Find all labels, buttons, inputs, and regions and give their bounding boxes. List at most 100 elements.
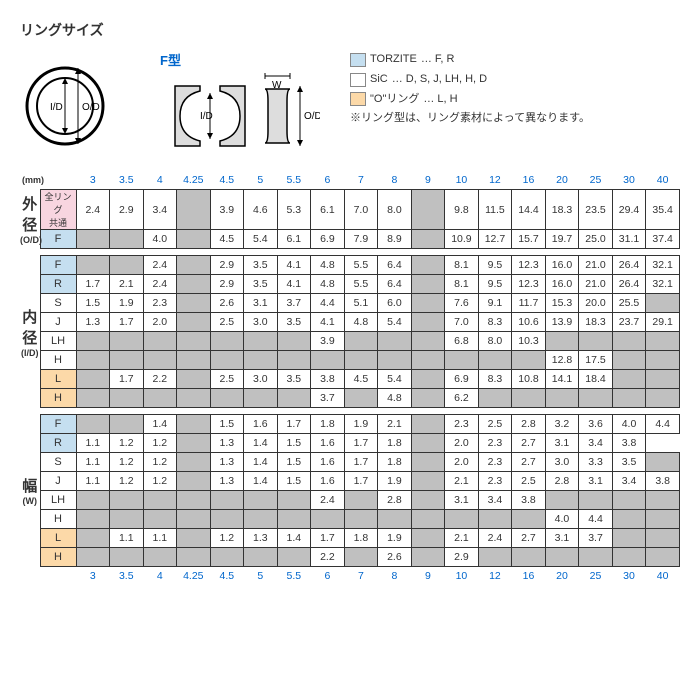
cell [411, 313, 445, 332]
cell: 4.1 [277, 256, 311, 275]
cell: 2.5 [478, 415, 512, 434]
cell [646, 453, 680, 472]
cell: 26.4 [612, 275, 646, 294]
cell: 11.7 [512, 294, 546, 313]
cell: 1.7 [344, 453, 378, 472]
cell: 2.2 [143, 370, 177, 389]
cell: 6.9 [311, 230, 345, 249]
cell [210, 548, 244, 567]
cell: 3.8 [311, 370, 345, 389]
cell: 1.4 [244, 434, 278, 453]
cell: 23.7 [612, 313, 646, 332]
cell: 3.8 [646, 472, 680, 491]
cell: 2.8 [545, 472, 579, 491]
cell [177, 190, 211, 230]
cell [579, 332, 613, 351]
legend: TORZITE … F, R SiC … D, S, J, LH, H, D "… [350, 50, 590, 129]
cell: 7.0 [445, 313, 479, 332]
col-header: 12 [478, 171, 512, 190]
col-header: 10 [445, 171, 479, 190]
cell [110, 332, 144, 351]
cell: 2.7 [512, 453, 546, 472]
cell [344, 389, 378, 408]
cell: 11.5 [478, 190, 512, 230]
col-footer: 40 [646, 567, 680, 586]
cell [177, 491, 211, 510]
cell [545, 548, 579, 567]
cell: 3.5 [244, 256, 278, 275]
svg-text:I/D: I/D [200, 111, 213, 122]
cell: 10.9 [445, 230, 479, 249]
col-footer: 16 [512, 567, 546, 586]
cell: 1.3 [210, 472, 244, 491]
cell [579, 548, 613, 567]
cell: 2.4 [143, 275, 177, 294]
cell [177, 548, 211, 567]
cell [244, 491, 278, 510]
cell: 12.7 [478, 230, 512, 249]
cell: 3.4 [579, 434, 613, 453]
cell [646, 370, 680, 389]
cell: 8.1 [445, 256, 479, 275]
col-header: 30 [612, 171, 646, 190]
cell: 2.7 [512, 529, 546, 548]
cell: 1.7 [277, 415, 311, 434]
cell: 4.8 [311, 275, 345, 294]
cell [76, 491, 110, 510]
cell: 2.9 [210, 256, 244, 275]
cell [445, 351, 479, 370]
cell [411, 434, 445, 453]
cell: 25.0 [579, 230, 613, 249]
cell: 2.0 [445, 453, 479, 472]
cell: 1.7 [344, 434, 378, 453]
cell [478, 351, 512, 370]
cell: 1.9 [344, 415, 378, 434]
col-header: 3 [76, 171, 110, 190]
cell: 3.7 [579, 529, 613, 548]
cell [143, 389, 177, 408]
col-header: 16 [512, 171, 546, 190]
cell: 31.1 [612, 230, 646, 249]
cell: 1.1 [110, 529, 144, 548]
cell [612, 548, 646, 567]
section-label: 内径(I/D) [20, 256, 40, 408]
row-label: L [40, 529, 76, 548]
cell: 20.0 [579, 294, 613, 313]
cell: 7.0 [344, 190, 378, 230]
cell: 4.8 [311, 256, 345, 275]
cell [76, 370, 110, 389]
cell [344, 548, 378, 567]
cell: 2.9 [445, 548, 479, 567]
cell [76, 389, 110, 408]
cell: 2.2 [311, 548, 345, 567]
cell [244, 510, 278, 529]
cell: 37.4 [646, 230, 680, 249]
cell: 5.1 [344, 294, 378, 313]
cell: 1.5 [277, 472, 311, 491]
cell [612, 491, 646, 510]
cell: 13.9 [545, 313, 579, 332]
cell [177, 230, 211, 249]
cell [177, 275, 211, 294]
cell: 1.7 [110, 313, 144, 332]
cell [110, 415, 144, 434]
cell [378, 332, 412, 351]
col-header: 6 [311, 171, 345, 190]
cell: 1.2 [143, 453, 177, 472]
cell [411, 389, 445, 408]
cell: 8.3 [478, 313, 512, 332]
cell: 1.7 [110, 370, 144, 389]
cell [512, 389, 546, 408]
row-label: H [40, 548, 76, 567]
cell: 5.4 [378, 313, 412, 332]
cell: 9.5 [478, 256, 512, 275]
cell [177, 453, 211, 472]
cell [545, 491, 579, 510]
cell [646, 389, 680, 408]
cell: 15.7 [512, 230, 546, 249]
cell: 4.5 [210, 230, 244, 249]
cell: 4.1 [277, 275, 311, 294]
cell [411, 548, 445, 567]
cell: 2.1 [445, 472, 479, 491]
cell: 3.6 [579, 415, 613, 434]
